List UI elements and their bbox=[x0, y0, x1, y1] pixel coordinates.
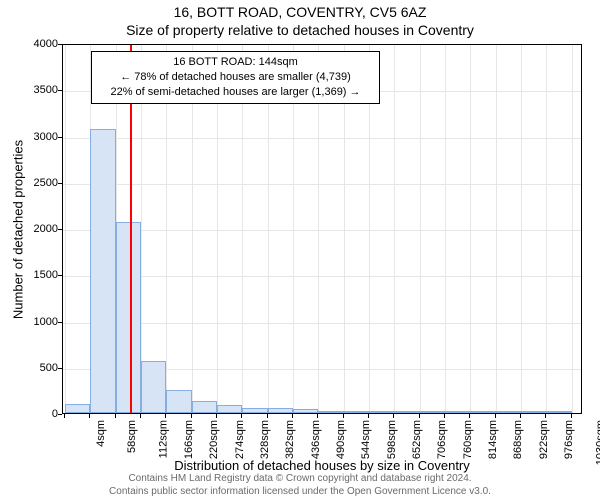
x-tick-mark bbox=[64, 414, 65, 418]
x-tick-mark bbox=[393, 414, 394, 418]
x-axis-label: Distribution of detached houses by size … bbox=[62, 458, 582, 473]
x-tick-label: 112sqm bbox=[157, 420, 169, 458]
x-tick-mark bbox=[469, 414, 470, 418]
x-tick-label: 544sqm bbox=[360, 420, 372, 459]
marker-layer: 16 BOTT ROAD: 144sqm← 78% of detached ho… bbox=[63, 45, 581, 413]
x-tick-label: 706sqm bbox=[436, 420, 448, 459]
x-tick-label: 814sqm bbox=[487, 420, 499, 459]
x-tick-mark bbox=[545, 414, 546, 418]
x-tick-mark bbox=[495, 414, 496, 418]
x-tick-mark bbox=[89, 414, 90, 418]
figure-root: 16, BOTT ROAD, COVENTRY, CV5 6AZ Size of… bbox=[0, 0, 600, 500]
x-tick-label: 220sqm bbox=[208, 420, 220, 459]
chart-area: 16 BOTT ROAD: 144sqm← 78% of detached ho… bbox=[62, 44, 582, 414]
x-tick-label: 274sqm bbox=[234, 420, 246, 459]
footer-line-1: Contains HM Land Registry data © Crown c… bbox=[0, 473, 600, 486]
x-tick-label: 1030sqm bbox=[595, 420, 600, 465]
y-tick-label: 500 bbox=[18, 362, 58, 374]
chart-subtitle: Size of property relative to detached ho… bbox=[0, 20, 600, 40]
x-tick-mark bbox=[165, 414, 166, 418]
callout-line-2: ← 78% of detached houses are smaller (4,… bbox=[98, 70, 373, 85]
y-tick-label: 2500 bbox=[18, 177, 58, 189]
x-tick-label: 868sqm bbox=[513, 420, 525, 459]
x-tick-label: 922sqm bbox=[538, 420, 550, 459]
x-tick-label: 166sqm bbox=[183, 420, 195, 459]
x-tick-mark bbox=[419, 414, 420, 418]
x-tick-mark bbox=[241, 414, 242, 418]
x-tick-mark bbox=[368, 414, 369, 418]
x-tick-mark bbox=[140, 414, 141, 418]
callout-line-1: 16 BOTT ROAD: 144sqm bbox=[98, 55, 373, 70]
y-tick-label: 4000 bbox=[18, 38, 58, 50]
y-ticks: 05001000150020002500300035004000 bbox=[0, 44, 58, 414]
x-tick-label: 4sqm bbox=[95, 420, 107, 447]
x-tick-mark bbox=[267, 414, 268, 418]
x-tick-label: 382sqm bbox=[284, 420, 296, 459]
callout-box: 16 BOTT ROAD: 144sqm← 78% of detached ho… bbox=[91, 51, 380, 104]
x-tick-mark bbox=[571, 414, 572, 418]
x-tick-mark bbox=[191, 414, 192, 418]
x-tick-label: 490sqm bbox=[335, 420, 347, 459]
x-tick-label: 58sqm bbox=[126, 420, 138, 453]
y-tick-label: 0 bbox=[18, 408, 58, 420]
y-tick-label: 2000 bbox=[18, 223, 58, 235]
y-tick-label: 3500 bbox=[18, 84, 58, 96]
x-tick-mark bbox=[444, 414, 445, 418]
x-tick-mark bbox=[317, 414, 318, 418]
y-tick-label: 1000 bbox=[18, 316, 58, 328]
x-tick-mark bbox=[292, 414, 293, 418]
x-tick-label: 328sqm bbox=[259, 420, 271, 459]
page-title: 16, BOTT ROAD, COVENTRY, CV5 6AZ bbox=[0, 0, 600, 20]
x-tick-label: 760sqm bbox=[462, 420, 474, 459]
x-tick-mark bbox=[115, 414, 116, 418]
x-tick-mark bbox=[343, 414, 344, 418]
y-tick-mark bbox=[58, 414, 62, 415]
y-tick-label: 1500 bbox=[18, 269, 58, 281]
footer-line-2: Contains public sector information licen… bbox=[0, 486, 600, 499]
x-tick-label: 436sqm bbox=[310, 420, 322, 459]
x-tick-label: 976sqm bbox=[563, 420, 575, 459]
attribution-footer: Contains HM Land Registry data © Crown c… bbox=[0, 473, 600, 498]
x-tick-label: 598sqm bbox=[386, 420, 398, 459]
y-tick-label: 3000 bbox=[18, 131, 58, 143]
x-tick-mark bbox=[216, 414, 217, 418]
x-tick-mark bbox=[520, 414, 521, 418]
x-tick-label: 652sqm bbox=[411, 420, 423, 459]
callout-line-3: 22% of semi-detached houses are larger (… bbox=[98, 85, 373, 100]
